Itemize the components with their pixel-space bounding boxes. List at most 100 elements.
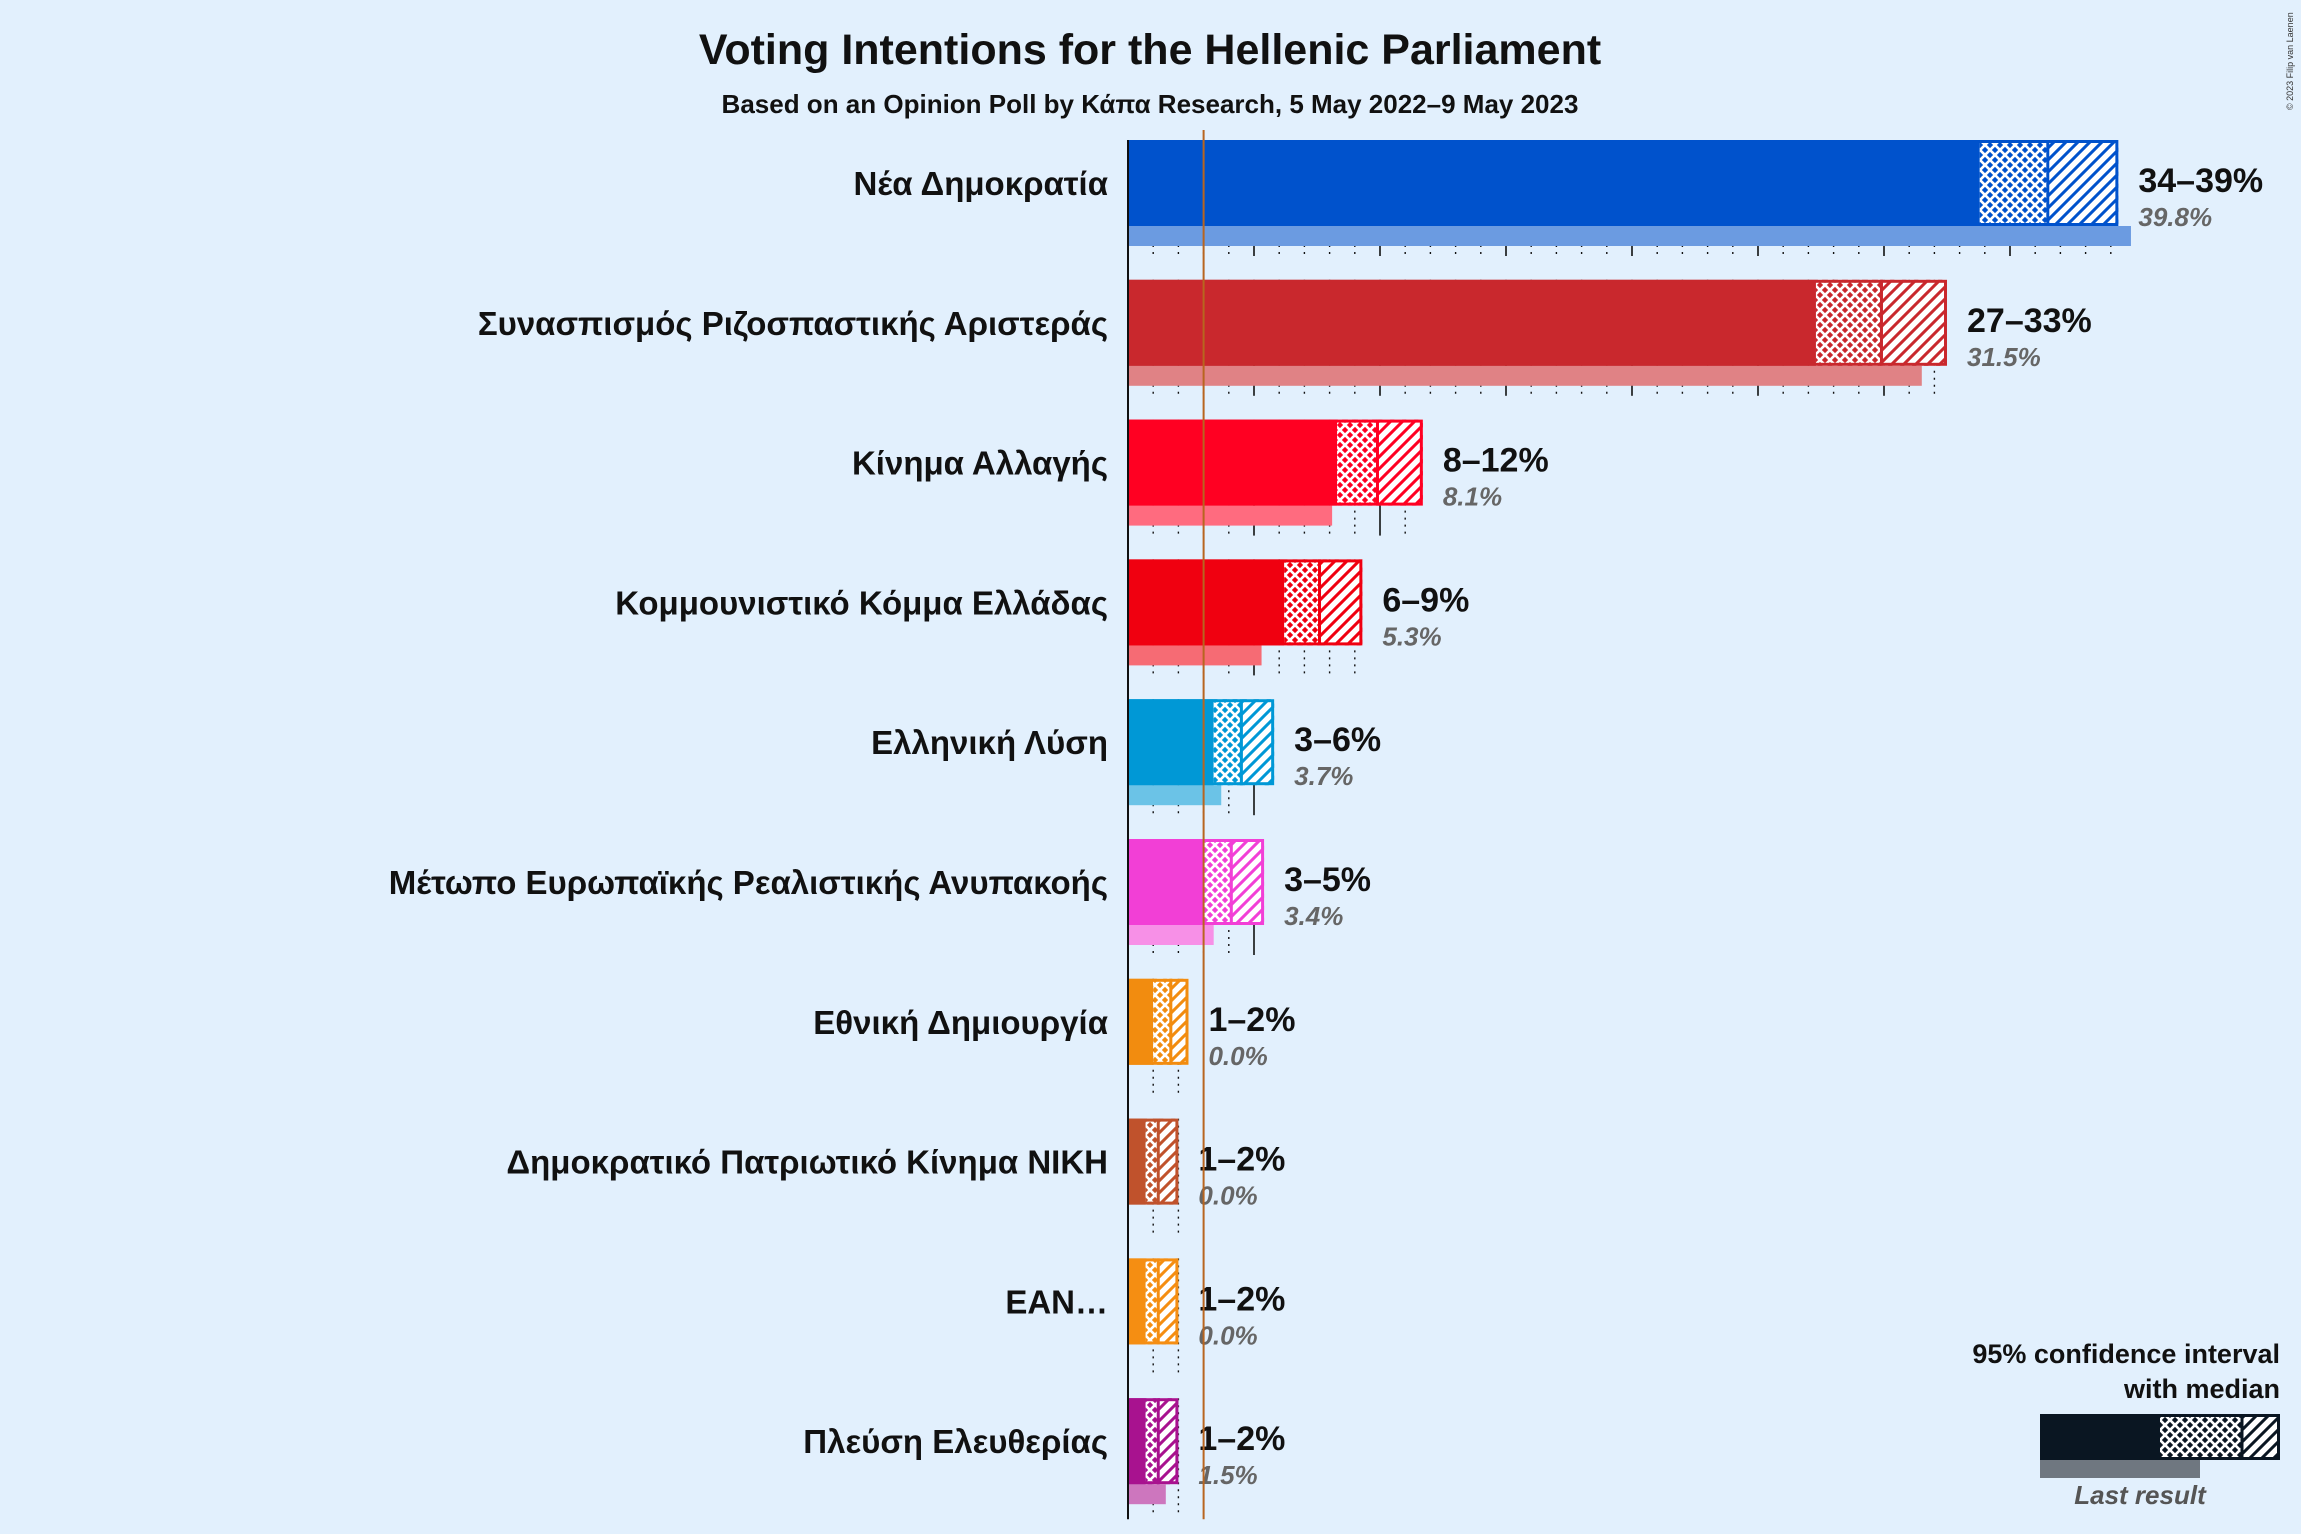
bar-ci-lower	[1145, 1398, 1159, 1485]
range-label: 3–5%	[1284, 861, 1371, 899]
bar-ci-lower	[1284, 559, 1320, 646]
bar-ci-upper	[2047, 140, 2119, 226]
party-label: Κομμουνιστικό Κόμμα Ελλάδας	[615, 584, 1108, 621]
bar-ci-upper	[1377, 419, 1423, 506]
party-label: Δημοκρατικό Πατριωτικό Κίνημα ΝΙΚΗ	[506, 1144, 1108, 1181]
range-label: 27–33%	[1967, 302, 2092, 340]
last-result-label: 0.0%	[1198, 1181, 1257, 1211]
legend-ci-upper	[2242, 1414, 2280, 1460]
party-row: Κίνημα Αλλαγής 8–12%8.1%	[852, 419, 1549, 536]
last-result-label: 3.7%	[1294, 761, 1353, 791]
party-label: Συνασπισμός Ριζοσπαστικής Αριστεράς	[478, 305, 1108, 342]
legend-last-result-label: Last result	[2074, 1480, 2207, 1510]
range-label: 34–39%	[2138, 162, 2263, 200]
last-result-bar	[1128, 365, 1922, 386]
last-result-bar	[1128, 1484, 1166, 1505]
bar-ci-lower	[1203, 839, 1232, 925]
bar-outline	[1128, 1398, 1179, 1485]
last-result-label: 3.4%	[1284, 901, 1343, 931]
chart-rows: Νέα Δημοκρατία 34–39%39.8% Συνασπισμός Ριζ…	[389, 130, 2263, 1520]
bar-ci-upper	[1881, 279, 1947, 366]
party-row: Μέτωπο Ευρωπαϊκής Ρεαλιστικής Ανυπακοής 3…	[389, 839, 1371, 955]
bar-outline	[1128, 419, 1423, 506]
last-result-label: 1.5%	[1198, 1460, 1257, 1490]
bar-ci-upper	[1158, 1118, 1179, 1205]
bar-outline	[1128, 839, 1265, 925]
party-row: Νέα Δημοκρατία 34–39%39.8%	[854, 140, 2263, 256]
last-result-label: 0.0%	[1198, 1320, 1257, 1350]
bar-outline	[1128, 1258, 1179, 1345]
range-label: 1–2%	[1198, 1141, 1285, 1179]
range-label: 8–12%	[1443, 442, 1549, 480]
bar-solid	[1128, 1398, 1146, 1485]
bar-solid	[1128, 1118, 1146, 1205]
legend-last-result-bar	[2040, 1460, 2200, 1478]
legend-outline	[2040, 1414, 2280, 1460]
range-label: 3–6%	[1294, 721, 1381, 759]
last-result-bar	[1128, 785, 1222, 806]
bar-solid	[1128, 140, 1980, 226]
party-row: Συνασπισμός Ριζοσπαστικής Αριστεράς 27–33…	[478, 279, 2092, 396]
bar-solid	[1128, 279, 1816, 366]
range-label: 1–2%	[1198, 1280, 1285, 1318]
range-label: 1–2%	[1198, 1420, 1285, 1458]
legend-ci-line2: with median	[2123, 1374, 2280, 1404]
bar-ci-upper	[1231, 839, 1265, 925]
legend-ci-line1: 95% confidence interval	[1972, 1339, 2280, 1369]
chart-title: Voting Intentions for the Hellenic Parli…	[699, 26, 1601, 74]
last-result-label: 5.3%	[1382, 621, 1441, 651]
bar-ci-upper	[1158, 1258, 1179, 1345]
bar-solid	[1128, 839, 1204, 925]
bar-outline	[1128, 699, 1275, 786]
bar-ci-upper	[1158, 1398, 1179, 1485]
bar-ci-upper	[1241, 699, 1275, 786]
party-label: Ελληνική Λύση	[871, 724, 1108, 761]
range-label: 1–2%	[1208, 1001, 1295, 1039]
bar-ci-upper	[1170, 978, 1189, 1065]
bar-ci-lower	[1815, 279, 1882, 366]
bar-solid	[1128, 978, 1154, 1065]
party-row: ΕΑΝ… 1–2%0.0%	[1005, 1258, 1285, 1375]
bar-solid	[1128, 419, 1338, 506]
bar-outline	[1128, 978, 1189, 1065]
bar-ci-lower	[1337, 419, 1378, 506]
party-row: Κομμουνιστικό Κόμμα Ελλάδας 6–9%5.3%	[615, 559, 1469, 676]
party-label: Κίνημα Αλλαγής	[852, 445, 1108, 482]
party-label: Μέτωπο Ευρωπαϊκής Ρεαλιστικής Ανυπακοής	[389, 864, 1108, 901]
bar-outline	[1128, 140, 2119, 226]
last-result-bar	[1128, 645, 1262, 666]
bar-outline	[1128, 559, 1363, 646]
bar-outline	[1128, 279, 1947, 366]
bar-ci-lower	[1213, 699, 1242, 786]
bar-solid	[1128, 699, 1214, 786]
last-result-bar	[1128, 925, 1214, 945]
party-row: Ελληνική Λύση 3–6%3.7%	[871, 699, 1381, 816]
range-label: 6–9%	[1382, 581, 1469, 619]
bar-solid	[1128, 1258, 1146, 1345]
legend-solid	[2040, 1414, 2160, 1460]
party-row: Πλεύση Ελευθερίας 1–2%1.5%	[803, 1398, 1285, 1515]
bar-ci-lower	[1145, 1258, 1159, 1345]
legend-ci-lower	[2160, 1414, 2242, 1460]
party-row: Δημοκρατικό Πατριωτικό Κίνημα ΝΙΚΗ 1–2%0.…	[506, 1118, 1285, 1235]
bar-ci-lower	[1153, 978, 1171, 1065]
copyright-text: © 2023 Filip van Laenen	[2285, 12, 2295, 110]
party-label: ΕΑΝ…	[1005, 1283, 1108, 1320]
bar-ci-upper	[1319, 559, 1363, 646]
bar-solid	[1128, 559, 1285, 646]
party-label: Νέα Δημοκρατία	[854, 165, 1108, 202]
legend: 95% confidence interval with median Last…	[1972, 1339, 2280, 1510]
last-result-bar	[1128, 226, 2131, 246]
bar-outline	[1128, 1118, 1179, 1205]
last-result-label: 0.0%	[1208, 1041, 1267, 1071]
chart-subtitle: Based on an Opinion Poll by Κάπα Researc…	[722, 89, 1579, 119]
last-result-label: 31.5%	[1967, 342, 2041, 372]
last-result-label: 39.8%	[2138, 202, 2212, 232]
last-result-bar	[1128, 505, 1333, 526]
party-label: Πλεύση Ελευθερίας	[803, 1423, 1108, 1460]
last-result-label: 8.1%	[1443, 482, 1502, 512]
party-label: Εθνική Δημιουργία	[813, 1004, 1108, 1041]
party-row: Εθνική Δημιουργία 1–2%0.0%	[813, 978, 1295, 1095]
bar-ci-lower	[1145, 1118, 1159, 1205]
